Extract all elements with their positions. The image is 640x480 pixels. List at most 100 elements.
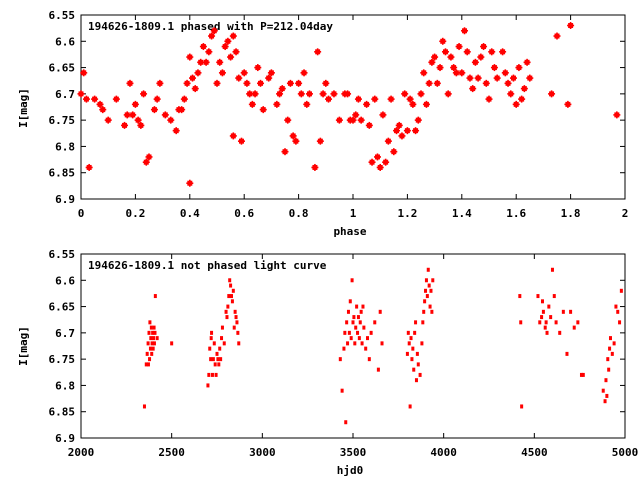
data-point <box>216 58 224 66</box>
data-point <box>234 315 238 320</box>
data-point <box>220 336 224 341</box>
data-point <box>433 79 441 87</box>
data-point <box>558 330 562 335</box>
data-point <box>85 163 93 171</box>
data-point <box>344 90 352 98</box>
data-point <box>382 158 390 166</box>
data-point <box>379 111 387 119</box>
data-point <box>142 404 146 409</box>
data-point <box>398 132 406 140</box>
data-point <box>305 90 313 98</box>
y-tick-label: 6.9 <box>55 432 75 445</box>
data-point <box>297 90 305 98</box>
data-point <box>561 309 565 314</box>
data-point <box>142 158 150 166</box>
data-point <box>284 116 292 124</box>
data-point <box>360 341 364 346</box>
data-point <box>477 53 485 61</box>
data-point <box>229 32 237 40</box>
data-point <box>403 127 411 135</box>
data-point <box>565 351 569 356</box>
data-point <box>436 64 444 72</box>
data-point <box>488 48 496 56</box>
data-point <box>216 357 220 362</box>
data-points <box>77 22 621 187</box>
data-point <box>140 90 148 98</box>
data-point <box>572 325 576 330</box>
data-point <box>338 357 342 362</box>
data-point <box>209 357 213 362</box>
data-point <box>237 137 245 145</box>
data-point <box>229 132 237 140</box>
data-point <box>351 320 355 325</box>
data-point <box>581 372 585 377</box>
y-tick-label: 6.8 <box>55 379 75 392</box>
chart-title: 194626-1809.1 phased with P=212.04day <box>88 20 333 33</box>
data-point <box>232 48 240 56</box>
data-point <box>482 79 490 87</box>
data-point <box>219 357 223 362</box>
data-point <box>233 309 237 314</box>
data-point <box>346 309 350 314</box>
data-point <box>77 90 85 98</box>
data-point <box>411 346 415 351</box>
data-point <box>520 404 524 409</box>
data-point <box>202 58 210 66</box>
data-point <box>414 116 422 124</box>
data-point <box>552 294 556 299</box>
data-point <box>170 341 174 346</box>
data-point <box>430 309 434 314</box>
data-point <box>474 74 482 82</box>
x-tick-label: 0.8 <box>289 207 309 220</box>
data-point <box>414 378 418 383</box>
data-point <box>227 294 231 299</box>
data-point <box>145 351 149 356</box>
data-point <box>215 351 219 356</box>
x-tick-label: 0 <box>78 207 85 220</box>
data-point <box>540 299 544 304</box>
data-point <box>364 346 368 351</box>
chart-title: 194626-1809.1 not phased light curve <box>88 259 327 272</box>
data-point <box>152 336 156 341</box>
y-tick-label: 6.8 <box>55 140 75 153</box>
data-point <box>352 111 360 119</box>
data-point <box>417 90 425 98</box>
data-point <box>499 48 507 56</box>
data-point <box>99 106 107 114</box>
data-point <box>236 330 240 335</box>
data-point <box>134 116 142 124</box>
data-point <box>354 325 358 330</box>
data-point <box>208 32 216 40</box>
data-point <box>606 357 610 362</box>
data-point <box>471 58 479 66</box>
data-point <box>520 85 528 93</box>
data-point <box>619 288 623 293</box>
data-point <box>406 330 410 335</box>
data-point <box>369 330 373 335</box>
data-point <box>281 148 289 156</box>
data-point <box>254 64 262 72</box>
data-point <box>183 79 191 87</box>
data-point <box>208 346 212 351</box>
data-point <box>153 294 157 299</box>
y-tick-label: 6.65 <box>49 62 76 75</box>
data-point <box>605 393 609 398</box>
y-tick-label: 6.9 <box>55 193 75 206</box>
data-point <box>224 309 228 314</box>
data-point <box>311 163 319 171</box>
data-point <box>463 48 471 56</box>
data-point <box>509 74 517 82</box>
data-point <box>286 79 294 87</box>
data-point <box>519 320 523 325</box>
data-point <box>493 74 501 82</box>
data-point <box>412 127 420 135</box>
data-point <box>579 372 583 377</box>
y-tick-label: 6.75 <box>49 353 76 366</box>
data-point <box>543 325 547 330</box>
data-point <box>420 69 428 77</box>
data-point <box>610 351 614 356</box>
data-point <box>112 95 120 103</box>
data-point <box>608 336 612 341</box>
data-point <box>325 95 333 103</box>
data-point <box>420 341 424 346</box>
